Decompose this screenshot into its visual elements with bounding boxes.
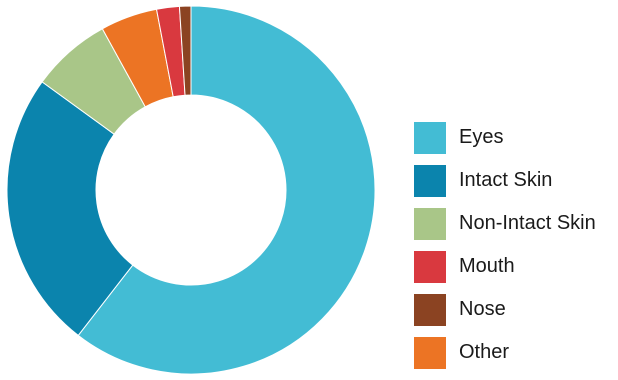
- legend-label-intact-skin: Intact Skin: [459, 169, 553, 191]
- legend-label-other: Other: [459, 341, 510, 363]
- slices-group: [6, 5, 376, 375]
- legend-label-nose: Nose: [459, 298, 506, 320]
- legend-swatch-nose: [414, 293, 446, 326]
- legend-swatch-other: [414, 336, 446, 369]
- legend-item-non-intact-skin: Non-Intact Skin: [414, 202, 614, 245]
- legend-label-non-intact-skin: Non-Intact Skin: [459, 212, 596, 234]
- legend-item-mouth: Mouth: [414, 245, 614, 288]
- legend-swatch-non-intact-skin: [414, 207, 446, 240]
- legend-item-other: Other: [414, 331, 614, 374]
- legend-item-nose: Nose: [414, 288, 614, 331]
- slice-nose: [178, 5, 192, 96]
- legend-swatch-intact-skin: [414, 164, 446, 197]
- slice-intact-skin: [6, 81, 134, 337]
- legend-label-eyes: Eyes: [459, 126, 504, 148]
- legend-swatch-eyes: [414, 121, 446, 154]
- slice-eyes: [77, 5, 376, 375]
- legend-item-intact-skin: Intact Skin: [414, 159, 614, 202]
- legend: Eyes Intact Skin Non-Intact Skin Mouth Nose O…: [414, 116, 614, 374]
- legend-swatch-mouth: [414, 250, 446, 283]
- legend-label-mouth: Mouth: [459, 255, 515, 277]
- legend-item-eyes: Eyes: [414, 116, 614, 159]
